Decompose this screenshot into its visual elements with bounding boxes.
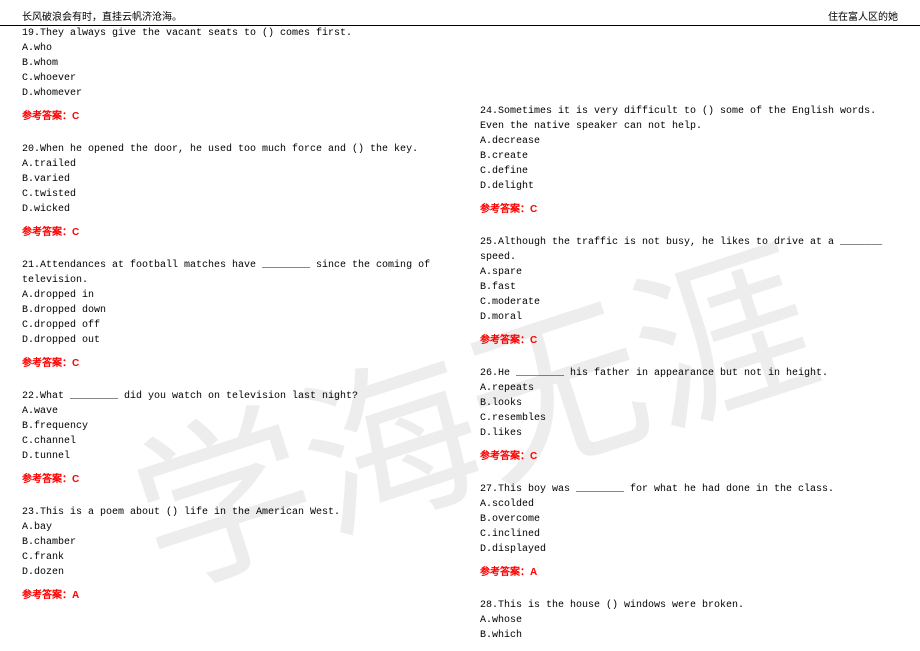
question-option: A.wave xyxy=(22,404,440,419)
question-option: A.decrease xyxy=(480,134,898,149)
question-option: C.twisted xyxy=(22,187,440,202)
question-block: 28.This is the house () windows were bro… xyxy=(480,598,898,643)
question-stem: 23.This is a poem about () life in the A… xyxy=(22,505,440,520)
question-option: A.whose xyxy=(480,613,898,628)
header-right-text: 住在富人区的她 xyxy=(828,8,898,23)
answer-label: 参考答案：C xyxy=(22,354,440,369)
header-left-text: 长风破浪会有时，直挂云帆济沧海。 xyxy=(22,8,182,23)
column-right: 24.Sometimes it is very difficult to () … xyxy=(460,26,898,649)
question-option: A.bay xyxy=(22,520,440,535)
question-option: B.which xyxy=(480,628,898,643)
answer-label: 参考答案：C xyxy=(480,331,898,346)
question-block: 19.They always give the vacant seats to … xyxy=(22,26,440,101)
answer-label: 参考答案：C xyxy=(22,470,440,485)
question-option: D.displayed xyxy=(480,542,898,557)
question-block: 27.This boy was ________ for what he had… xyxy=(480,482,898,557)
question-block: 21.Attendances at football matches have … xyxy=(22,258,440,348)
answer-label: 参考答案：C xyxy=(22,107,440,122)
question-option: B.fast xyxy=(480,280,898,295)
question-option: B.frequency xyxy=(22,419,440,434)
question-stem: 25.Although the traffic is not busy, he … xyxy=(480,235,898,265)
question-stem: 22.What ________ did you watch on televi… xyxy=(22,389,440,404)
question-block: 25.Although the traffic is not busy, he … xyxy=(480,235,898,325)
question-option: A.dropped in xyxy=(22,288,440,303)
question-option: A.who xyxy=(22,41,440,56)
question-option: B.overcome xyxy=(480,512,898,527)
question-stem: 28.This is the house () windows were bro… xyxy=(480,598,898,613)
content-columns: 19.They always give the vacant seats to … xyxy=(22,26,898,649)
question-option: A.repeats xyxy=(480,381,898,396)
question-option: D.wicked xyxy=(22,202,440,217)
question-option: C.resembles xyxy=(480,411,898,426)
question-option: D.delight xyxy=(480,179,898,194)
answer-label: 参考答案：A xyxy=(480,563,898,578)
question-option: D.moral xyxy=(480,310,898,325)
question-stem: 26.He ________ his father in appearance … xyxy=(480,366,898,381)
question-option: C.define xyxy=(480,164,898,179)
question-option: C.moderate xyxy=(480,295,898,310)
question-stem: 19.They always give the vacant seats to … xyxy=(22,26,440,41)
question-option: A.spare xyxy=(480,265,898,280)
question-block: 20.When he opened the door, he used too … xyxy=(22,142,440,217)
question-stem: 27.This boy was ________ for what he had… xyxy=(480,482,898,497)
question-option: B.create xyxy=(480,149,898,164)
question-option: A.trailed xyxy=(22,157,440,172)
question-option: D.dozen xyxy=(22,565,440,580)
question-stem: 24.Sometimes it is very difficult to () … xyxy=(480,104,898,134)
question-option: D.likes xyxy=(480,426,898,441)
question-option: B.dropped down xyxy=(22,303,440,318)
question-option: B.whom xyxy=(22,56,440,71)
question-stem: 21.Attendances at football matches have … xyxy=(22,258,440,288)
answer-label: 参考答案：C xyxy=(22,223,440,238)
question-option: B.chamber xyxy=(22,535,440,550)
question-option: A.scolded xyxy=(480,497,898,512)
question-option: C.frank xyxy=(22,550,440,565)
question-block: 23.This is a poem about () life in the A… xyxy=(22,505,440,580)
question-block: 24.Sometimes it is very difficult to () … xyxy=(480,104,898,194)
question-option: C.channel xyxy=(22,434,440,449)
column-left: 19.They always give the vacant seats to … xyxy=(22,26,460,649)
page-header: 长风破浪会有时，直挂云帆济沧海。 住在富人区的她 xyxy=(0,8,920,26)
question-option: B.varied xyxy=(22,172,440,187)
question-option: C.dropped off xyxy=(22,318,440,333)
question-option: C.whoever xyxy=(22,71,440,86)
question-block: 26.He ________ his father in appearance … xyxy=(480,366,898,441)
question-option: B.looks xyxy=(480,396,898,411)
question-stem: 20.When he opened the door, he used too … xyxy=(22,142,440,157)
answer-label: 参考答案：C xyxy=(480,200,898,215)
question-block: 22.What ________ did you watch on televi… xyxy=(22,389,440,464)
question-option: C.inclined xyxy=(480,527,898,542)
question-option: D.whomever xyxy=(22,86,440,101)
question-option: D.dropped out xyxy=(22,333,440,348)
question-option: D.tunnel xyxy=(22,449,440,464)
answer-label: 参考答案：C xyxy=(480,447,898,462)
answer-label: 参考答案：A xyxy=(22,586,440,601)
